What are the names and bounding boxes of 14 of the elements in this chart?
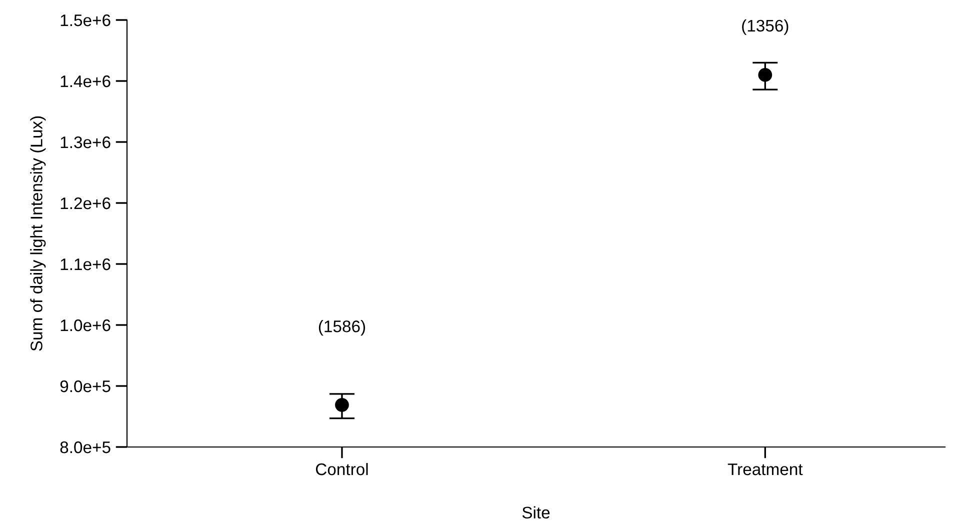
- y-tick-label: 1.0e+6: [60, 319, 110, 332]
- x-axis-title: Site: [522, 506, 550, 519]
- y-tick-label: 8.0e+5: [60, 441, 110, 454]
- x-tick-label: Treatment: [728, 464, 803, 476]
- y-tick-label: 1.2e+6: [60, 197, 110, 210]
- x-tick-label: Control: [316, 462, 368, 476]
- y-tick-label: 1.3e+6: [60, 136, 110, 148]
- y-axis-title: Sum of daily light Intensity (Lux): [30, 116, 46, 351]
- y-tick-label: 1.1e+6: [60, 258, 110, 270]
- y-tick-label: 1.5e+6: [60, 14, 110, 26]
- annotation: (1356): [742, 19, 788, 35]
- y-tick-label: 1.4e+6: [60, 75, 110, 88]
- y-tick-label: 9.0e+5: [60, 380, 110, 392]
- annotation: (1586): [318, 320, 366, 336]
